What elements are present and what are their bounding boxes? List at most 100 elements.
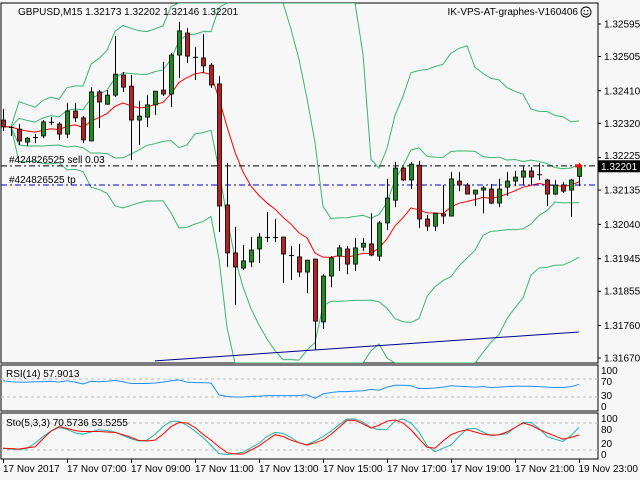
stoch-scale-label: 100: [601, 414, 618, 425]
candle: [81, 116, 86, 144]
candle: [289, 246, 294, 281]
candle-body: [433, 212, 438, 227]
candle: [161, 61, 166, 96]
candle: [177, 21, 182, 79]
candle: [281, 236, 286, 283]
candle: [553, 179, 558, 196]
outer-upper-band: [3, 3, 580, 169]
candle-body: [457, 180, 462, 186]
candle-body: [385, 197, 390, 224]
candle: [257, 233, 262, 264]
candle: [529, 166, 534, 186]
candle: [241, 244, 246, 270]
sell-order-label: #424826525 sell 0.03: [9, 155, 105, 166]
candle: [449, 172, 454, 217]
candle-body: [89, 91, 94, 142]
candle-body: [25, 137, 30, 143]
smiley-icon[interactable]: [580, 6, 592, 18]
candle: [313, 258, 318, 351]
rsi-label: RSI(14) 57.9013: [6, 369, 80, 380]
outer-lower-band: [3, 126, 580, 363]
candle-body: [281, 236, 286, 255]
candle-body: [97, 91, 102, 103]
rsi-line: [2, 379, 580, 399]
candle: [225, 163, 230, 268]
candle-body: [137, 115, 142, 121]
time-tick-label: 17 Nov 13:00: [259, 464, 319, 475]
candle-body: [257, 236, 262, 250]
candle: [481, 186, 486, 214]
candle: [33, 134, 38, 144]
time-tick-label: 17 Nov 2017: [3, 464, 60, 475]
candle-body: [521, 170, 526, 178]
candle: [401, 166, 406, 182]
price-tick-label: 1.32320: [604, 119, 640, 130]
candle-body: [161, 89, 166, 95]
candle-body: [41, 121, 46, 137]
price-tick-label: 1.32505: [604, 52, 640, 63]
candle: [201, 34, 206, 74]
candle: [345, 246, 350, 275]
time-tick-label: 17 Nov 17:00: [387, 464, 447, 475]
candle: [265, 212, 270, 243]
candle-body: [473, 189, 478, 195]
rsi-panel[interactable]: [0, 364, 599, 412]
candle-body: [345, 248, 350, 265]
candle-body: [545, 179, 550, 195]
candle-body: [313, 258, 318, 322]
candle: [465, 182, 470, 195]
price-tick-label: 1.32595: [604, 20, 640, 31]
candle: [433, 212, 438, 231]
candle: [25, 137, 30, 147]
candle-body: [409, 163, 414, 181]
candle: [337, 244, 342, 271]
expert-name: IK-VPS-AT-graphes-V160406: [448, 7, 579, 18]
candle: [137, 100, 142, 145]
stoch-panel[interactable]: [0, 412, 599, 460]
candle: [57, 121, 62, 140]
candle: [145, 95, 150, 127]
stoch-scale-label: 80: [601, 425, 613, 436]
candle-body: [305, 259, 310, 273]
candle: [409, 161, 414, 190]
candle: [73, 103, 78, 122]
time-tick-label: 19 Nov 23:00: [579, 464, 639, 475]
candle: [441, 185, 446, 225]
candle: [393, 161, 398, 208]
candle-body: [321, 275, 326, 323]
candle: [561, 182, 566, 193]
candle: [41, 120, 46, 139]
candle-body: [361, 242, 366, 248]
candle: [169, 52, 174, 108]
candle: [369, 213, 374, 257]
rsi-scale-label: 100: [601, 366, 618, 377]
candle: [513, 170, 518, 187]
rsi-scale-label: 70: [601, 377, 613, 388]
rsi-plot: [1, 378, 598, 399]
candle-body: [169, 54, 174, 95]
candle-body: [65, 110, 70, 135]
candle: [297, 243, 302, 278]
candle: [185, 27, 190, 63]
candle-body: [417, 164, 422, 220]
price-tick-label: 1.31670: [604, 354, 640, 365]
time-tick-label: 17 Nov 21:00: [515, 464, 575, 475]
candle: [97, 90, 102, 128]
candle: [537, 163, 542, 180]
candle: [113, 35, 118, 97]
current-price-box: [598, 160, 640, 173]
stoch-main-line: [2, 418, 580, 456]
candle: [233, 226, 238, 305]
candle: [65, 103, 70, 139]
candle: [425, 215, 430, 231]
symbol-info: GBPUSD,M15 1.32173 1.32202 1.32146 1.322…: [18, 7, 239, 18]
candle-body: [153, 90, 158, 106]
price-tick-label: 1.32225: [604, 151, 640, 162]
candle-body: [17, 128, 22, 142]
candle-body: [201, 57, 206, 67]
candle-body: [481, 187, 486, 191]
long-moving-average-line: [154, 331, 580, 362]
candle: [305, 259, 310, 294]
candle-body: [145, 104, 150, 118]
